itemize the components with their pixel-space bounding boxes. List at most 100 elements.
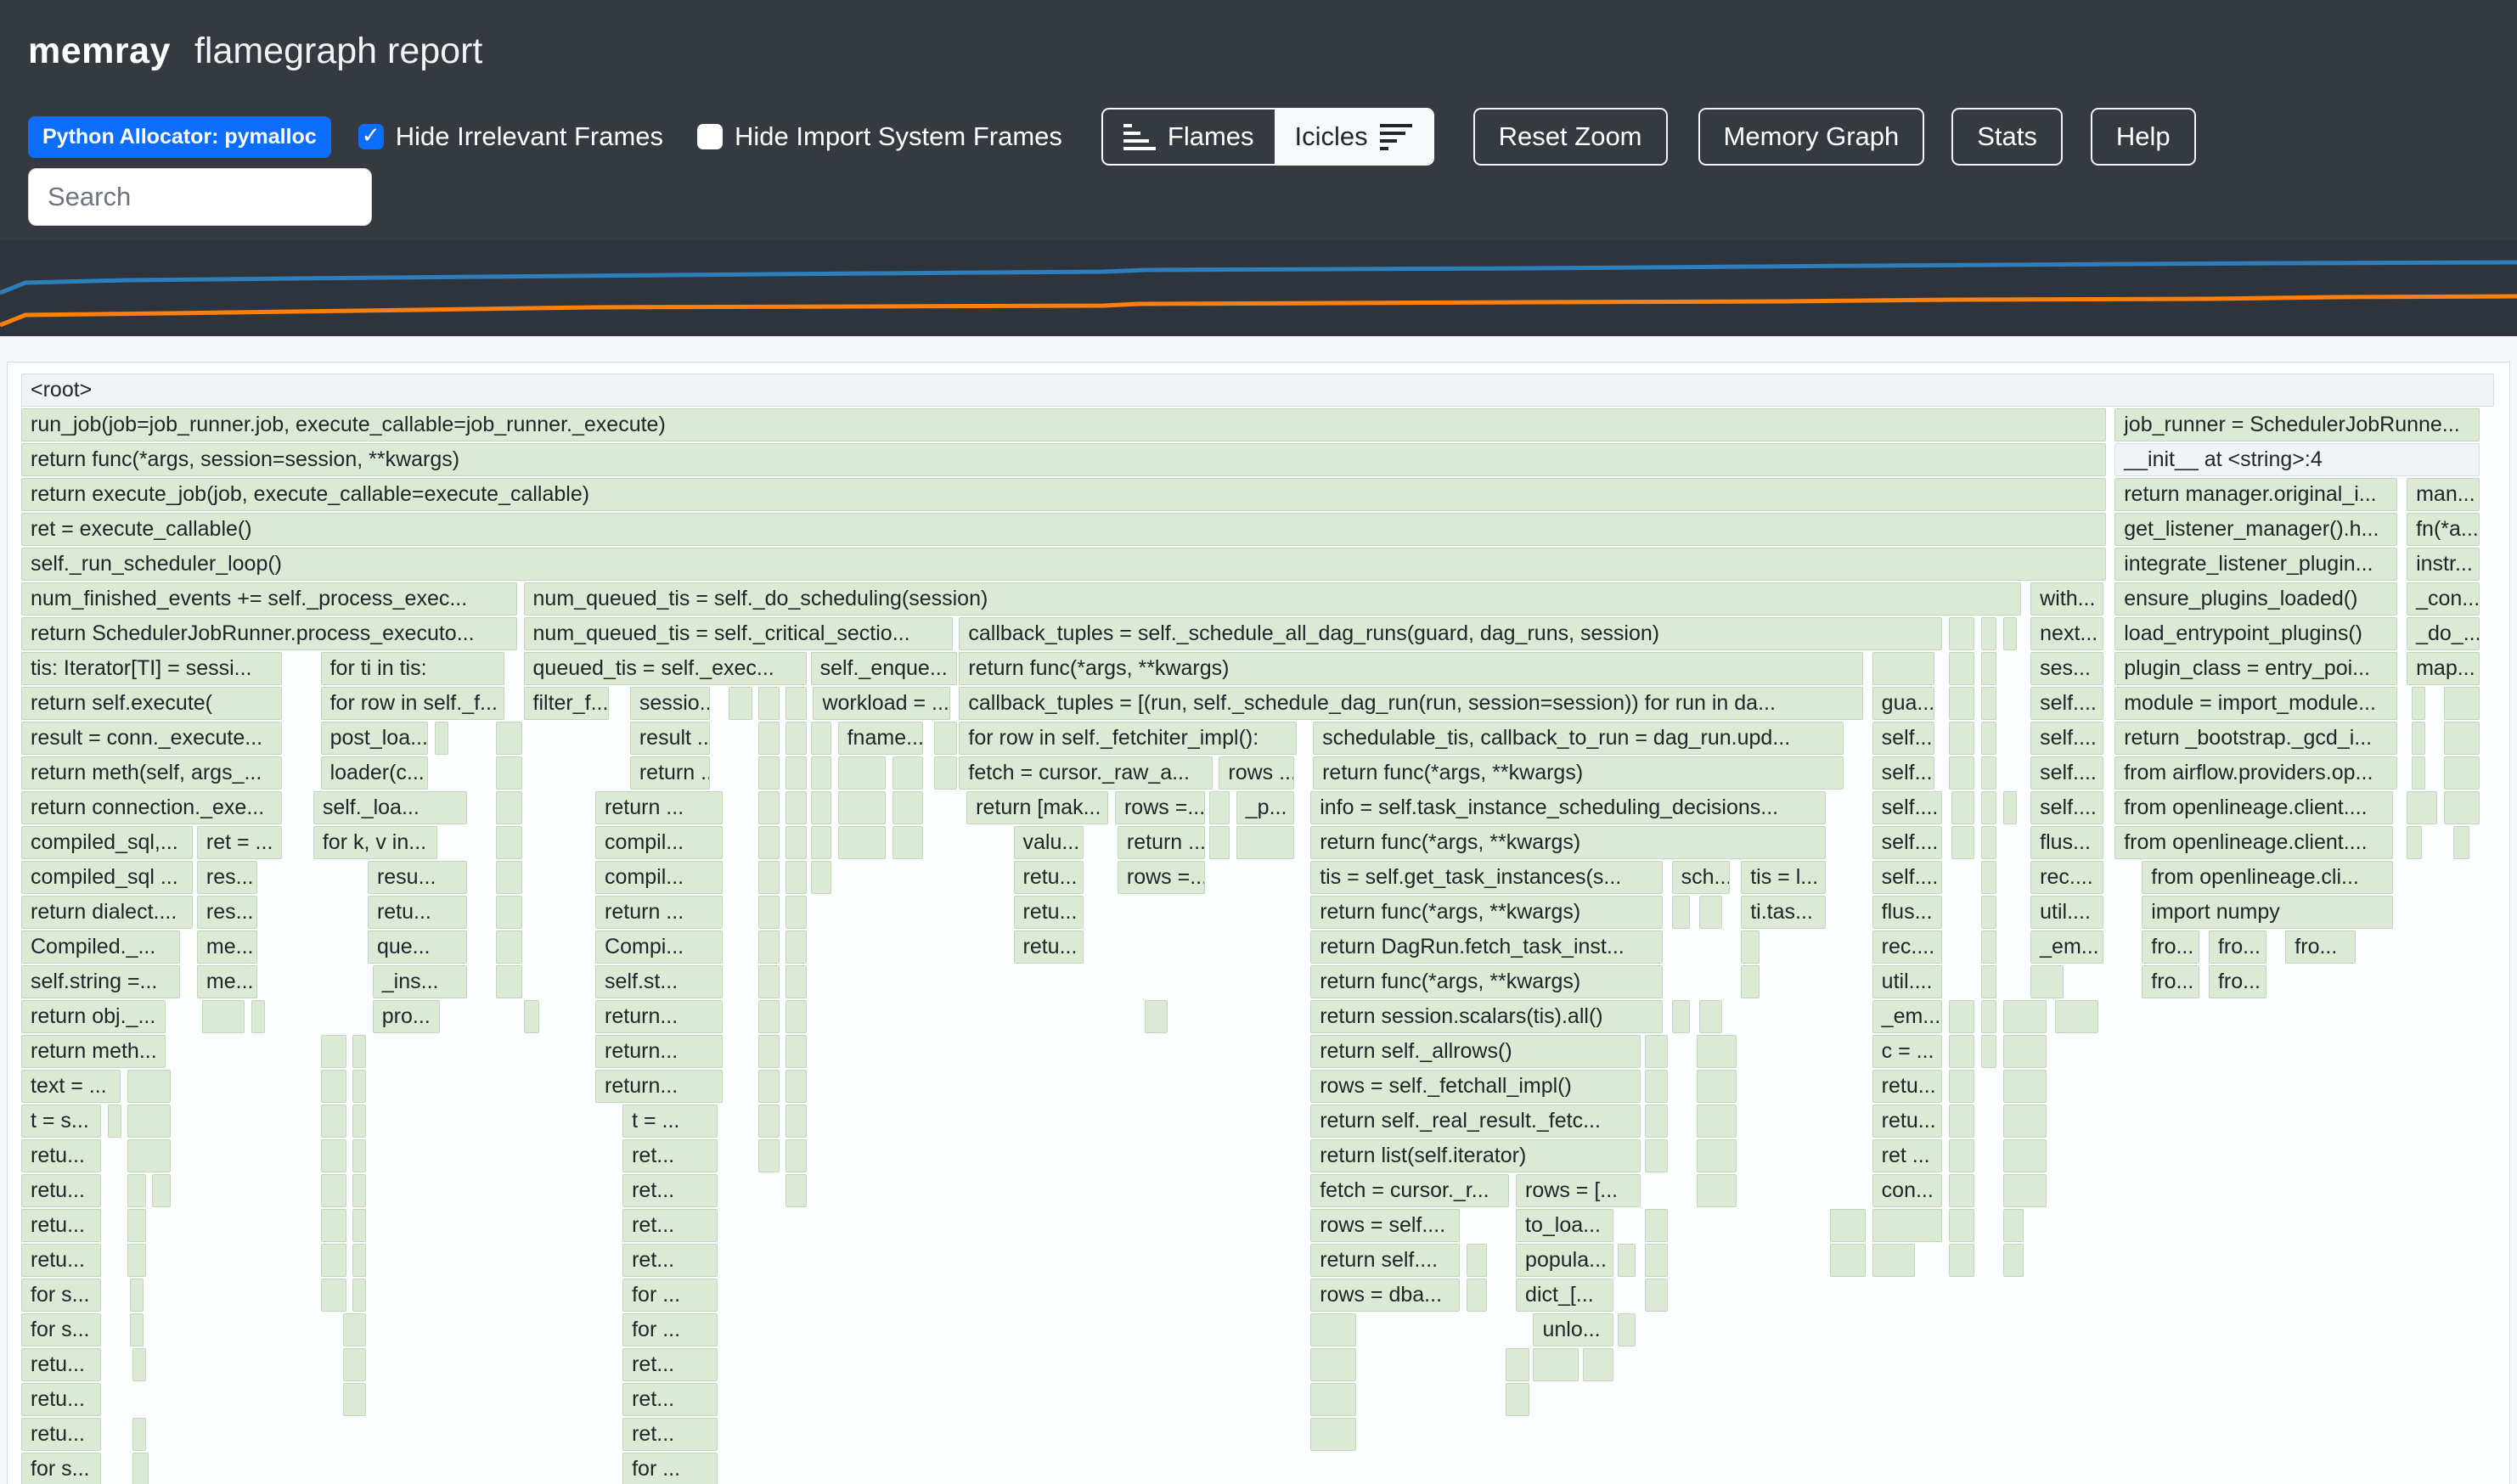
flame-frame[interactable]: [786, 1000, 807, 1033]
flame-frame[interactable]: [1980, 965, 1997, 998]
flame-frame[interactable]: num_queued_tis = self._critical_sectio..…: [523, 617, 953, 650]
flame-frame[interactable]: [1741, 930, 1760, 964]
flame-frame[interactable]: [1872, 1209, 1943, 1242]
flame-frame[interactable]: [1949, 1139, 1975, 1172]
flame-frame[interactable]: [352, 1139, 367, 1172]
flame-frame[interactable]: [1949, 652, 1975, 685]
flame-frame[interactable]: [786, 791, 807, 824]
flame-frame[interactable]: loader(c...: [320, 756, 428, 790]
flame-frame[interactable]: return ...: [595, 896, 723, 929]
flame-frame[interactable]: self._loa...: [313, 791, 468, 824]
flame-frame[interactable]: fetch = cursor._raw_a...: [959, 756, 1213, 790]
flame-frame[interactable]: retu...: [1872, 1070, 1943, 1103]
flame-frame[interactable]: valu...: [1013, 826, 1084, 859]
flame-frame[interactable]: rows = self._fetchall_impl(): [1310, 1070, 1641, 1103]
flame-frame[interactable]: flus...: [2030, 826, 2103, 859]
flame-frame[interactable]: [758, 1105, 780, 1138]
flame-frame[interactable]: [1949, 1105, 1975, 1138]
flame-frame[interactable]: [130, 1313, 144, 1346]
flame-frame[interactable]: from airflow.providers.op...: [2114, 756, 2398, 790]
flame-frame[interactable]: [496, 930, 522, 964]
flame-frame[interactable]: [1617, 1244, 1636, 1277]
flame-frame[interactable]: for row in self._f...: [320, 687, 505, 720]
flame-frame[interactable]: [786, 965, 807, 998]
flame-frame[interactable]: [1582, 1348, 1613, 1381]
memory-graph-button[interactable]: Memory Graph: [1698, 108, 1925, 166]
flame-frame[interactable]: [1980, 617, 1997, 650]
flame-frame[interactable]: return [mak...: [966, 791, 1109, 824]
flame-frame[interactable]: return meth(self, args_...: [21, 756, 282, 790]
flame-frame[interactable]: [2443, 756, 2480, 790]
flame-frame[interactable]: job_runner = SchedulerJobRunne...: [2114, 408, 2480, 441]
flame-frame[interactable]: [496, 965, 522, 998]
flame-frame[interactable]: return SchedulerJobRunner.process_execut…: [21, 617, 517, 650]
flame-frame[interactable]: tis = l...: [1741, 861, 1827, 894]
flame-frame[interactable]: [127, 1209, 146, 1242]
flame-frame[interactable]: return...: [595, 1000, 723, 1033]
flame-frame[interactable]: [1644, 1209, 1668, 1242]
flame-frame[interactable]: [1533, 1348, 1579, 1381]
flame-frame[interactable]: _con...: [2407, 582, 2480, 616]
flame-frame[interactable]: retu...: [21, 1174, 102, 1207]
flame-frame[interactable]: [127, 1139, 171, 1172]
flame-frame[interactable]: [1949, 617, 1975, 650]
flame-frame[interactable]: ret...: [622, 1418, 718, 1451]
flame-frame[interactable]: [1696, 1070, 1737, 1103]
flame-frame[interactable]: [758, 1070, 780, 1103]
flame-frame[interactable]: [1949, 1035, 1975, 1068]
flame-frame[interactable]: [1949, 1174, 1975, 1207]
flame-frame[interactable]: map...: [2407, 652, 2480, 685]
flame-frame[interactable]: [1644, 1244, 1668, 1277]
flame-frame[interactable]: load_entrypoint_plugins(): [2114, 617, 2398, 650]
flame-frame[interactable]: [132, 1418, 147, 1451]
flame-frame[interactable]: [2003, 1000, 2047, 1033]
flame-frame[interactable]: [758, 722, 780, 755]
flame-frame[interactable]: rows =...: [1114, 791, 1205, 824]
flame-frame[interactable]: [2003, 1139, 2047, 1172]
flame-frame[interactable]: return func(*args, **kwargs): [1310, 826, 1827, 859]
flame-frame[interactable]: fro...: [2142, 930, 2200, 964]
flame-frame[interactable]: return execute_job(job, execute_callable…: [21, 478, 2106, 511]
flame-frame[interactable]: [1980, 1000, 1997, 1033]
flame-frame[interactable]: retu...: [21, 1383, 102, 1416]
flame-frame[interactable]: self....: [1872, 722, 1935, 755]
flame-frame[interactable]: [352, 1035, 367, 1068]
flame-frame[interactable]: [1980, 652, 1997, 685]
flame-frame[interactable]: [1949, 1000, 1975, 1033]
flame-frame[interactable]: retu...: [1013, 861, 1084, 894]
flame-frame[interactable]: [2003, 1244, 2024, 1277]
flame-frame[interactable]: num_queued_tis = self._do_scheduling(ses…: [523, 582, 2022, 616]
stats-button[interactable]: Stats: [1951, 108, 2063, 166]
flame-frame[interactable]: [352, 1070, 367, 1103]
flame-frame[interactable]: _ins...: [372, 965, 468, 998]
flame-frame[interactable]: [496, 756, 522, 790]
flame-frame[interactable]: [2055, 1000, 2098, 1033]
flame-frame[interactable]: [523, 1000, 539, 1033]
flame-frame[interactable]: resu...: [367, 861, 468, 894]
flame-frame[interactable]: [1644, 1279, 1668, 1312]
flame-frame[interactable]: [1741, 965, 1760, 998]
flame-frame[interactable]: [352, 1105, 367, 1138]
flame-frame[interactable]: rec....: [1872, 930, 1943, 964]
flame-frame[interactable]: [810, 756, 831, 790]
flame-frame[interactable]: [2443, 687, 2480, 720]
flame-frame[interactable]: from openlineage.client....: [2114, 826, 2393, 859]
flame-frame[interactable]: [320, 1174, 346, 1207]
flame-frame[interactable]: [786, 896, 807, 929]
flame-frame[interactable]: [2003, 1105, 2047, 1138]
flame-frame[interactable]: [758, 1139, 780, 1172]
flame-frame[interactable]: [1644, 1070, 1668, 1103]
flame-frame[interactable]: [810, 722, 831, 755]
flame-frame[interactable]: return func(*args, **kwargs): [1310, 965, 1663, 998]
flame-frame[interactable]: c = ...: [1872, 1035, 1943, 1068]
flame-frame[interactable]: self....: [1872, 791, 1943, 824]
flame-frame[interactable]: num_finished_events += self._process_exe…: [21, 582, 517, 616]
flame-frame[interactable]: compiled_sql ...: [21, 861, 193, 894]
flame-frame[interactable]: from openlineage.client....: [2114, 791, 2393, 824]
flame-frame[interactable]: [2411, 756, 2425, 790]
flame-frame[interactable]: return meth...: [21, 1035, 166, 1068]
flame-frame[interactable]: return obj._...: [21, 1000, 166, 1033]
flame-frame[interactable]: [837, 826, 886, 859]
flame-frame[interactable]: [2407, 826, 2423, 859]
hide-import-frames-control[interactable]: Hide Import System Frames: [697, 121, 1062, 152]
